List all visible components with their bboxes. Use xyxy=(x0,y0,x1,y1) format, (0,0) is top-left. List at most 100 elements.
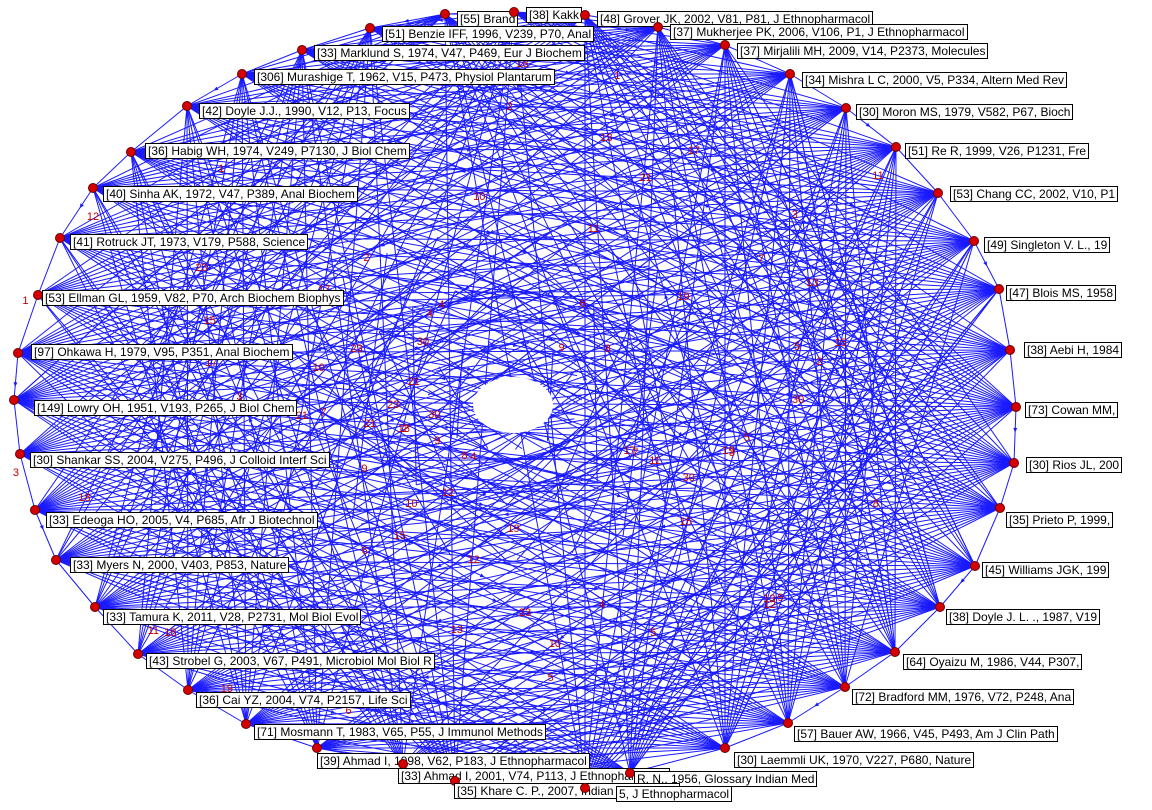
node-label[interactable]: [72] Bradford MM, 1976, V72, P248, Ana xyxy=(852,689,1075,705)
node-label[interactable]: [33] Ahmad I, 2001, V74, P113, J Ethnoph… xyxy=(398,768,670,784)
graph-node[interactable] xyxy=(88,183,98,193)
citation-edge xyxy=(55,559,586,789)
node-label[interactable]: [30] Moron MS, 1979, V582, P67, Bioch xyxy=(856,104,1074,120)
node-label[interactable]: [33] Edeoga HO, 2005, V4, P685, Afr J Bi… xyxy=(46,512,318,528)
citation-edge xyxy=(844,240,975,688)
node-label[interactable]: [35] Prieto P, 1999, xyxy=(1006,512,1114,528)
graph-node[interactable] xyxy=(994,284,1004,294)
node-label[interactable]: [64] Oyaizu M, 1986, V44, P307, xyxy=(903,654,1083,670)
node-label[interactable]: [43] Strobel G, 2003, V67, P491, Microbi… xyxy=(146,653,435,669)
edge-weight-label: 8 xyxy=(461,449,468,462)
ring-edge xyxy=(307,308,452,556)
node-label[interactable]: [36] Cai YZ, 2004, V74, P2157, Life Sci xyxy=(196,692,411,708)
graph-node[interactable] xyxy=(1011,402,1021,412)
node-label[interactable]: [38] Doyle J. L. ., 1987, V19 xyxy=(946,609,1101,625)
graph-node[interactable] xyxy=(55,233,65,243)
node-label[interactable]: [30] Rios JL, 200 xyxy=(1026,457,1123,473)
node-label[interactable]: [33] Tamura K, 2011, V28, P2731, Mol Bio… xyxy=(103,609,362,625)
graph-node[interactable] xyxy=(720,40,730,50)
node-label[interactable]: [45] Williams JGK, 199 xyxy=(982,562,1110,578)
node-label[interactable]: [38] Aebi H, 1984 xyxy=(1024,342,1123,358)
graph-node[interactable] xyxy=(365,23,375,33)
node-label[interactable]: [47] Blois MS, 1958 xyxy=(1006,285,1117,301)
graph-node[interactable] xyxy=(183,685,193,695)
graph-node[interactable] xyxy=(297,45,307,55)
graph-node[interactable] xyxy=(126,147,136,157)
node-label[interactable]: [41] Rotruck JT, 1973, V179, P588, Scien… xyxy=(70,234,309,250)
graph-node[interactable] xyxy=(933,188,943,198)
node-label[interactable]: [97] Ohkawa H, 1979, V95, P351, Anal Bio… xyxy=(31,344,293,360)
graph-node[interactable] xyxy=(890,647,900,657)
node-label[interactable]: [73] Cowan MM, xyxy=(1025,402,1119,418)
graph-node[interactable] xyxy=(970,561,980,571)
graph-node[interactable] xyxy=(182,101,192,111)
node-label[interactable]: [33] Myers N, 2000, V403, P853, Nature xyxy=(70,557,290,573)
edge-weight-label: 13 xyxy=(450,623,463,636)
citation-edge xyxy=(137,288,1000,655)
node-label[interactable]: [37] Mukherjee PK, 2006, V106, P1, J Eth… xyxy=(670,24,968,40)
node-label[interactable]: [53] Ellman GL, 1959, V82, P70, Arch Bio… xyxy=(42,290,344,306)
citation-edge xyxy=(657,26,1001,509)
node-label[interactable]: [36] Habig WH, 1974, V249, P7130, J Biol… xyxy=(145,143,410,159)
edge-weight-label: 30 xyxy=(791,394,805,407)
graph-node[interactable] xyxy=(15,449,25,459)
graph-node[interactable] xyxy=(90,602,100,612)
node-label[interactable]: 5, J Ethnopharmacol xyxy=(616,786,733,802)
node-label[interactable]: [55] Brand xyxy=(457,11,519,27)
graph-node[interactable] xyxy=(891,142,901,152)
node-label[interactable]: [306] Murashige T, 1962, V15, P473, Phys… xyxy=(254,69,555,85)
citation-edge xyxy=(301,27,371,51)
graph-node[interactable] xyxy=(312,743,322,753)
node-label[interactable]: [38] Kakk xyxy=(526,7,583,23)
graph-node[interactable] xyxy=(785,69,795,79)
node-label[interactable]: [49] Singleton V. L., 19 xyxy=(984,237,1111,253)
node-label[interactable]: [42] Doyle J.J., 1990, V12, P13, Focus xyxy=(199,103,410,119)
graph-node[interactable] xyxy=(133,649,143,659)
graph-node[interactable] xyxy=(440,9,450,19)
graph-node[interactable] xyxy=(241,719,251,729)
graph-node[interactable] xyxy=(580,783,590,793)
graph-node[interactable] xyxy=(51,555,61,565)
node-label[interactable]: [40] Sinha AK, 1972, V47, P389, Anal Bio… xyxy=(103,186,358,202)
graph-node[interactable] xyxy=(840,682,850,692)
edge-arrowhead xyxy=(79,203,84,209)
citation-edge xyxy=(789,73,847,109)
node-label[interactable]: [51] Re R, 1999, V26, P1231, Fre xyxy=(905,143,1090,159)
citation-edge xyxy=(844,651,896,688)
graph-node[interactable] xyxy=(653,22,663,32)
node-label[interactable]: [53] Chang CC, 2002, V10, P1 xyxy=(950,186,1119,202)
node-label[interactable]: [51] Benzie IFF, 1996, V239, P70, Anal xyxy=(382,26,595,42)
node-label[interactable]: [37] Mirjalili MH, 2009, V14, P2373, Mol… xyxy=(737,43,989,59)
edge-weight-label: 6 xyxy=(579,298,586,311)
node-label[interactable]: [39] Ahmad I, 1998, V62, P183, J Ethnoph… xyxy=(317,753,590,769)
citation-edge xyxy=(94,606,139,655)
edge-weight-label: 6 xyxy=(361,544,368,557)
node-label[interactable]: [34] Mishra L C, 2000, V5, P334, Altern … xyxy=(802,72,1068,88)
node-label[interactable]: [149] Lowry OH, 1951, V193, P265, J Biol… xyxy=(34,400,298,416)
graph-node[interactable] xyxy=(9,395,19,405)
graph-node[interactable] xyxy=(13,348,23,358)
graph-node[interactable] xyxy=(1005,345,1015,355)
node-label[interactable]: [57] Bauer AW, 1966, V45, P493, Am J Cli… xyxy=(794,726,1058,742)
graph-node[interactable] xyxy=(995,503,1005,513)
node-label[interactable]: [30] Laemmli UK, 1970, V227, P680, Natur… xyxy=(734,752,975,768)
edge-arrowhead xyxy=(829,368,834,374)
graph-node[interactable] xyxy=(969,236,979,246)
graph-node[interactable] xyxy=(783,718,793,728)
citation-edge xyxy=(584,73,791,789)
graph-node[interactable] xyxy=(841,103,851,113)
node-label[interactable]: [30] Shankar SS, 2004, V275, P496, J Col… xyxy=(30,452,330,468)
graph-node[interactable] xyxy=(580,10,590,20)
ring-edge xyxy=(435,354,559,372)
graph-node[interactable] xyxy=(30,505,40,515)
graph-node[interactable] xyxy=(509,7,519,17)
graph-node[interactable] xyxy=(237,69,247,79)
node-label[interactable]: [48] Grover JK, 2002, V81, P81, J Ethnop… xyxy=(597,11,874,27)
citation-edge xyxy=(895,146,939,194)
graph-node[interactable] xyxy=(935,602,945,612)
node-label[interactable]: [71] Mosmann T, 1983, V65, P55, J Immuno… xyxy=(254,724,546,740)
graph-node[interactable] xyxy=(720,743,730,753)
graph-node[interactable] xyxy=(1009,458,1019,468)
node-label[interactable]: [33] Marklund S, 1974, V47, P469, Eur J … xyxy=(314,45,585,61)
citation-edge xyxy=(584,14,976,567)
